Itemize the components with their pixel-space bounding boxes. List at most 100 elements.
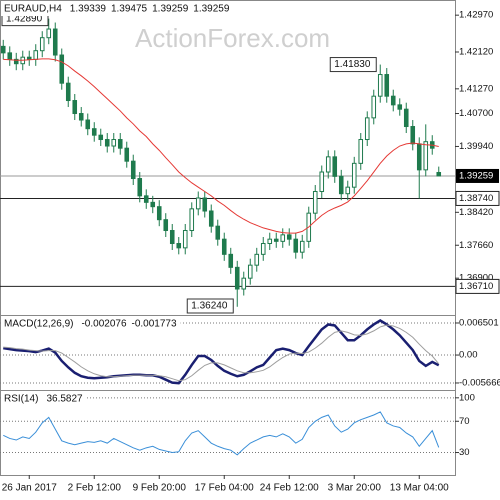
header-bg xyxy=(1,316,181,331)
header-value: 1.39259 xyxy=(152,4,189,15)
panel-title: MACD(12,26,9) xyxy=(4,319,73,330)
candle-body xyxy=(215,225,221,240)
level-box xyxy=(455,278,500,294)
y-tick-label: 1.42120 xyxy=(459,47,493,58)
last-price-label: 1.39259 xyxy=(459,170,493,181)
candle-body xyxy=(254,253,260,266)
candle-body xyxy=(182,230,188,249)
series-line xyxy=(3,324,440,382)
x-tick-label: 13 Mar 04:00 xyxy=(390,483,449,494)
x-tick-label: 3 Mar 20:00 xyxy=(328,483,382,494)
y-tick-label: 70 xyxy=(459,416,470,427)
header-value: 1.39475 xyxy=(111,4,148,15)
candle-body xyxy=(33,50,39,60)
candle-body xyxy=(364,117,370,141)
candle-body xyxy=(59,54,65,84)
candle-body xyxy=(124,147,130,162)
candle-body xyxy=(280,234,286,242)
candle-body xyxy=(85,119,91,130)
annotation-box xyxy=(329,57,377,73)
candle-body xyxy=(293,238,299,253)
level-box xyxy=(455,190,500,206)
header-value: -0.002076 xyxy=(81,319,126,330)
candle-body xyxy=(436,171,442,177)
candle-body xyxy=(150,201,156,208)
candle-body xyxy=(371,95,377,119)
candle-body xyxy=(286,234,292,240)
y-tick-label: 1.36900 xyxy=(459,273,493,284)
y-tick-label: 1.38420 xyxy=(459,207,493,218)
y-tick-label: 1.41270 xyxy=(459,83,493,94)
candle-body xyxy=(91,128,97,136)
candle-body xyxy=(169,230,175,245)
annotation-label: 1.42890 xyxy=(6,13,43,24)
y-tick-label: 100 xyxy=(459,392,475,403)
header-value: 36.5827 xyxy=(46,394,83,405)
candle-body xyxy=(117,139,123,149)
candle-body xyxy=(358,139,364,164)
candle-body xyxy=(273,238,279,242)
header-value: -0.001773 xyxy=(132,319,177,330)
level-label: 1.38740 xyxy=(459,193,493,204)
candle-body xyxy=(13,58,19,65)
candle-body xyxy=(397,104,403,110)
candle-body xyxy=(72,100,78,115)
candle-body xyxy=(130,160,136,180)
candle-body xyxy=(410,126,416,145)
x-tick-label: 9 Feb 20:00 xyxy=(133,483,187,494)
candle-body xyxy=(39,37,45,52)
candle-body xyxy=(332,156,338,177)
candle-body xyxy=(267,238,273,245)
candle-body xyxy=(78,113,84,121)
panel-frame xyxy=(0,390,456,476)
candle-body xyxy=(403,108,409,128)
candle-body xyxy=(312,191,318,214)
y-tick-label: 1.37660 xyxy=(459,240,493,251)
candle-body xyxy=(260,243,266,255)
candle-body xyxy=(26,56,32,60)
y-tick-label: 0.00 xyxy=(459,350,478,361)
candle-body xyxy=(299,240,305,253)
header-bg xyxy=(1,1,234,16)
header-bg xyxy=(1,391,87,406)
level-label: 1.36710 xyxy=(459,281,493,292)
watermark: ActionForex.com xyxy=(135,23,330,53)
candle-body xyxy=(52,28,58,56)
candle-body xyxy=(319,171,325,193)
candle-body xyxy=(338,175,344,195)
candle-body xyxy=(46,28,52,39)
candle-body xyxy=(156,206,162,221)
panel-title: EURAUD,H4 xyxy=(4,4,62,15)
candle-body xyxy=(65,82,71,102)
last-price-box xyxy=(456,168,499,183)
x-tick-label: 26 Jan 2017 xyxy=(2,483,57,494)
candle-body xyxy=(189,208,195,232)
candle-body xyxy=(390,95,396,106)
candle-body xyxy=(325,156,331,173)
candle-body xyxy=(104,139,110,147)
candle-body xyxy=(137,178,143,197)
header-value: 1.39339 xyxy=(70,4,107,15)
y-tick-label: 1.39940 xyxy=(459,141,493,152)
candle-body xyxy=(143,195,149,203)
moving-average xyxy=(3,58,439,234)
series-line xyxy=(3,411,440,456)
candle-body xyxy=(98,134,104,141)
y-tick-label: 1.42970 xyxy=(459,10,493,21)
panel-title: RSI(14) xyxy=(4,394,38,405)
annotation-box xyxy=(186,298,234,314)
candle-body xyxy=(234,266,240,290)
y-tick-label: 0.006501 xyxy=(459,317,499,328)
header-value: 1.39259 xyxy=(193,4,230,15)
candle-body xyxy=(228,253,234,268)
candle-body xyxy=(111,139,117,147)
candle-body xyxy=(176,243,182,249)
candle-body xyxy=(221,238,227,255)
candle-body xyxy=(241,277,247,290)
candle-body xyxy=(202,197,208,212)
candle-body xyxy=(195,197,201,210)
candle-body xyxy=(0,45,6,54)
candle-body xyxy=(163,219,169,232)
candle-body xyxy=(351,162,357,188)
